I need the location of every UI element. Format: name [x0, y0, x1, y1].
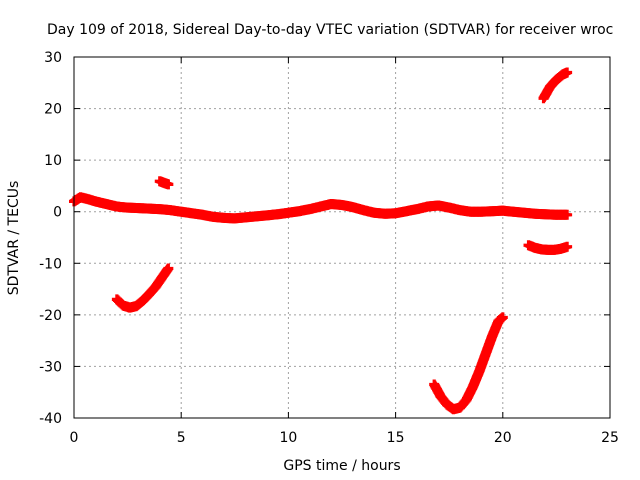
trace-mark	[496, 313, 507, 324]
trace-mark	[492, 317, 503, 328]
series-3	[429, 312, 508, 415]
series-2	[154, 176, 174, 190]
chart-title: Day 109 of 2018, Sidereal Day-to-day VTE…	[47, 22, 613, 38]
x-tick-label: 5	[177, 430, 186, 446]
series-1	[111, 263, 174, 313]
x-tick-label: 10	[279, 430, 297, 446]
x-tick-label: 0	[70, 430, 79, 446]
y-axis: -40 -30 -20 -10 0 10 20 30	[39, 50, 610, 427]
trace-mark	[550, 75, 561, 86]
series-5	[523, 240, 573, 255]
y-axis-label: SDTVAR / TECUs	[6, 181, 22, 296]
x-tick-label: 25	[601, 430, 619, 446]
y-tick-label: -10	[39, 256, 62, 272]
series-4	[538, 67, 573, 104]
plot-frame	[73, 56, 611, 419]
y-tick-label: -20	[39, 308, 62, 324]
trace-mark	[560, 242, 571, 253]
trace-mark	[544, 83, 555, 94]
trace-mark	[136, 296, 147, 307]
x-tick-label: 20	[494, 430, 512, 446]
y-tick-label: -40	[39, 411, 62, 427]
x-axis-label: GPS time / hours	[283, 458, 400, 474]
y-tick-label: 10	[44, 153, 62, 169]
y-tick-label: -30	[39, 359, 62, 375]
trace-mark	[143, 290, 154, 301]
trace-mark	[561, 67, 572, 78]
trace-mark	[149, 283, 160, 294]
trace-mark	[560, 209, 571, 220]
y-tick-label: 30	[44, 50, 62, 66]
data-series	[69, 67, 573, 415]
y-tick-label: 20	[44, 102, 62, 118]
trace-mark	[441, 398, 452, 409]
trace-mark	[162, 264, 173, 275]
y-tick-label: 0	[53, 205, 62, 221]
x-tick-label: 15	[387, 430, 405, 446]
trace-mark	[156, 273, 167, 284]
series-0	[69, 192, 573, 224]
grid	[74, 57, 610, 418]
trace-mark	[162, 178, 173, 189]
trace-mark	[434, 390, 445, 401]
